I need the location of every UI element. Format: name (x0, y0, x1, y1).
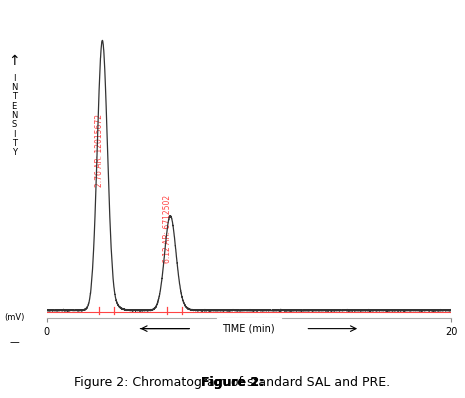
Text: Figure 2: Chromatogram of standard SAL and PRE.: Figure 2: Chromatogram of standard SAL a… (74, 376, 391, 389)
Text: TIME (min): TIME (min) (222, 324, 275, 334)
Text: 2.76 AR: 12015672: 2.76 AR: 12015672 (95, 114, 105, 187)
Text: 6.12 AR: 6712502: 6.12 AR: 6712502 (163, 195, 173, 263)
Text: Figure 2:: Figure 2: (201, 376, 264, 389)
Text: (mV): (mV) (4, 313, 24, 322)
Text: I
N
T
E
N
S
I
T
Y: I N T E N S I T Y (11, 74, 17, 158)
Text: ↑: ↑ (8, 54, 20, 68)
Text: Figure 2:: Figure 2: (201, 376, 264, 389)
Text: —: — (9, 337, 19, 347)
